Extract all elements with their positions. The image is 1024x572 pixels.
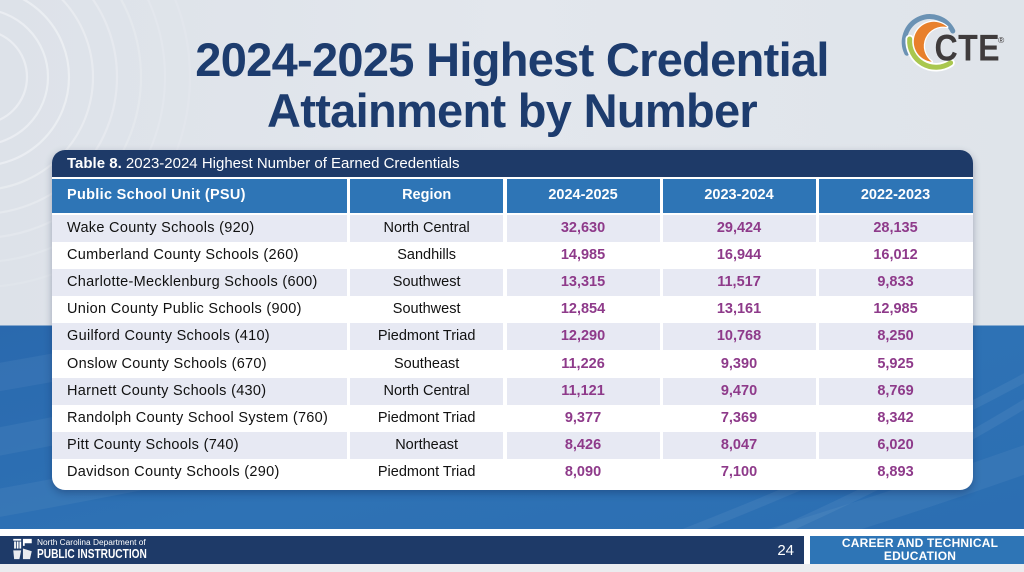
- svg-text:CTE: CTE: [935, 28, 1000, 69]
- svg-text:®: ®: [998, 35, 1005, 45]
